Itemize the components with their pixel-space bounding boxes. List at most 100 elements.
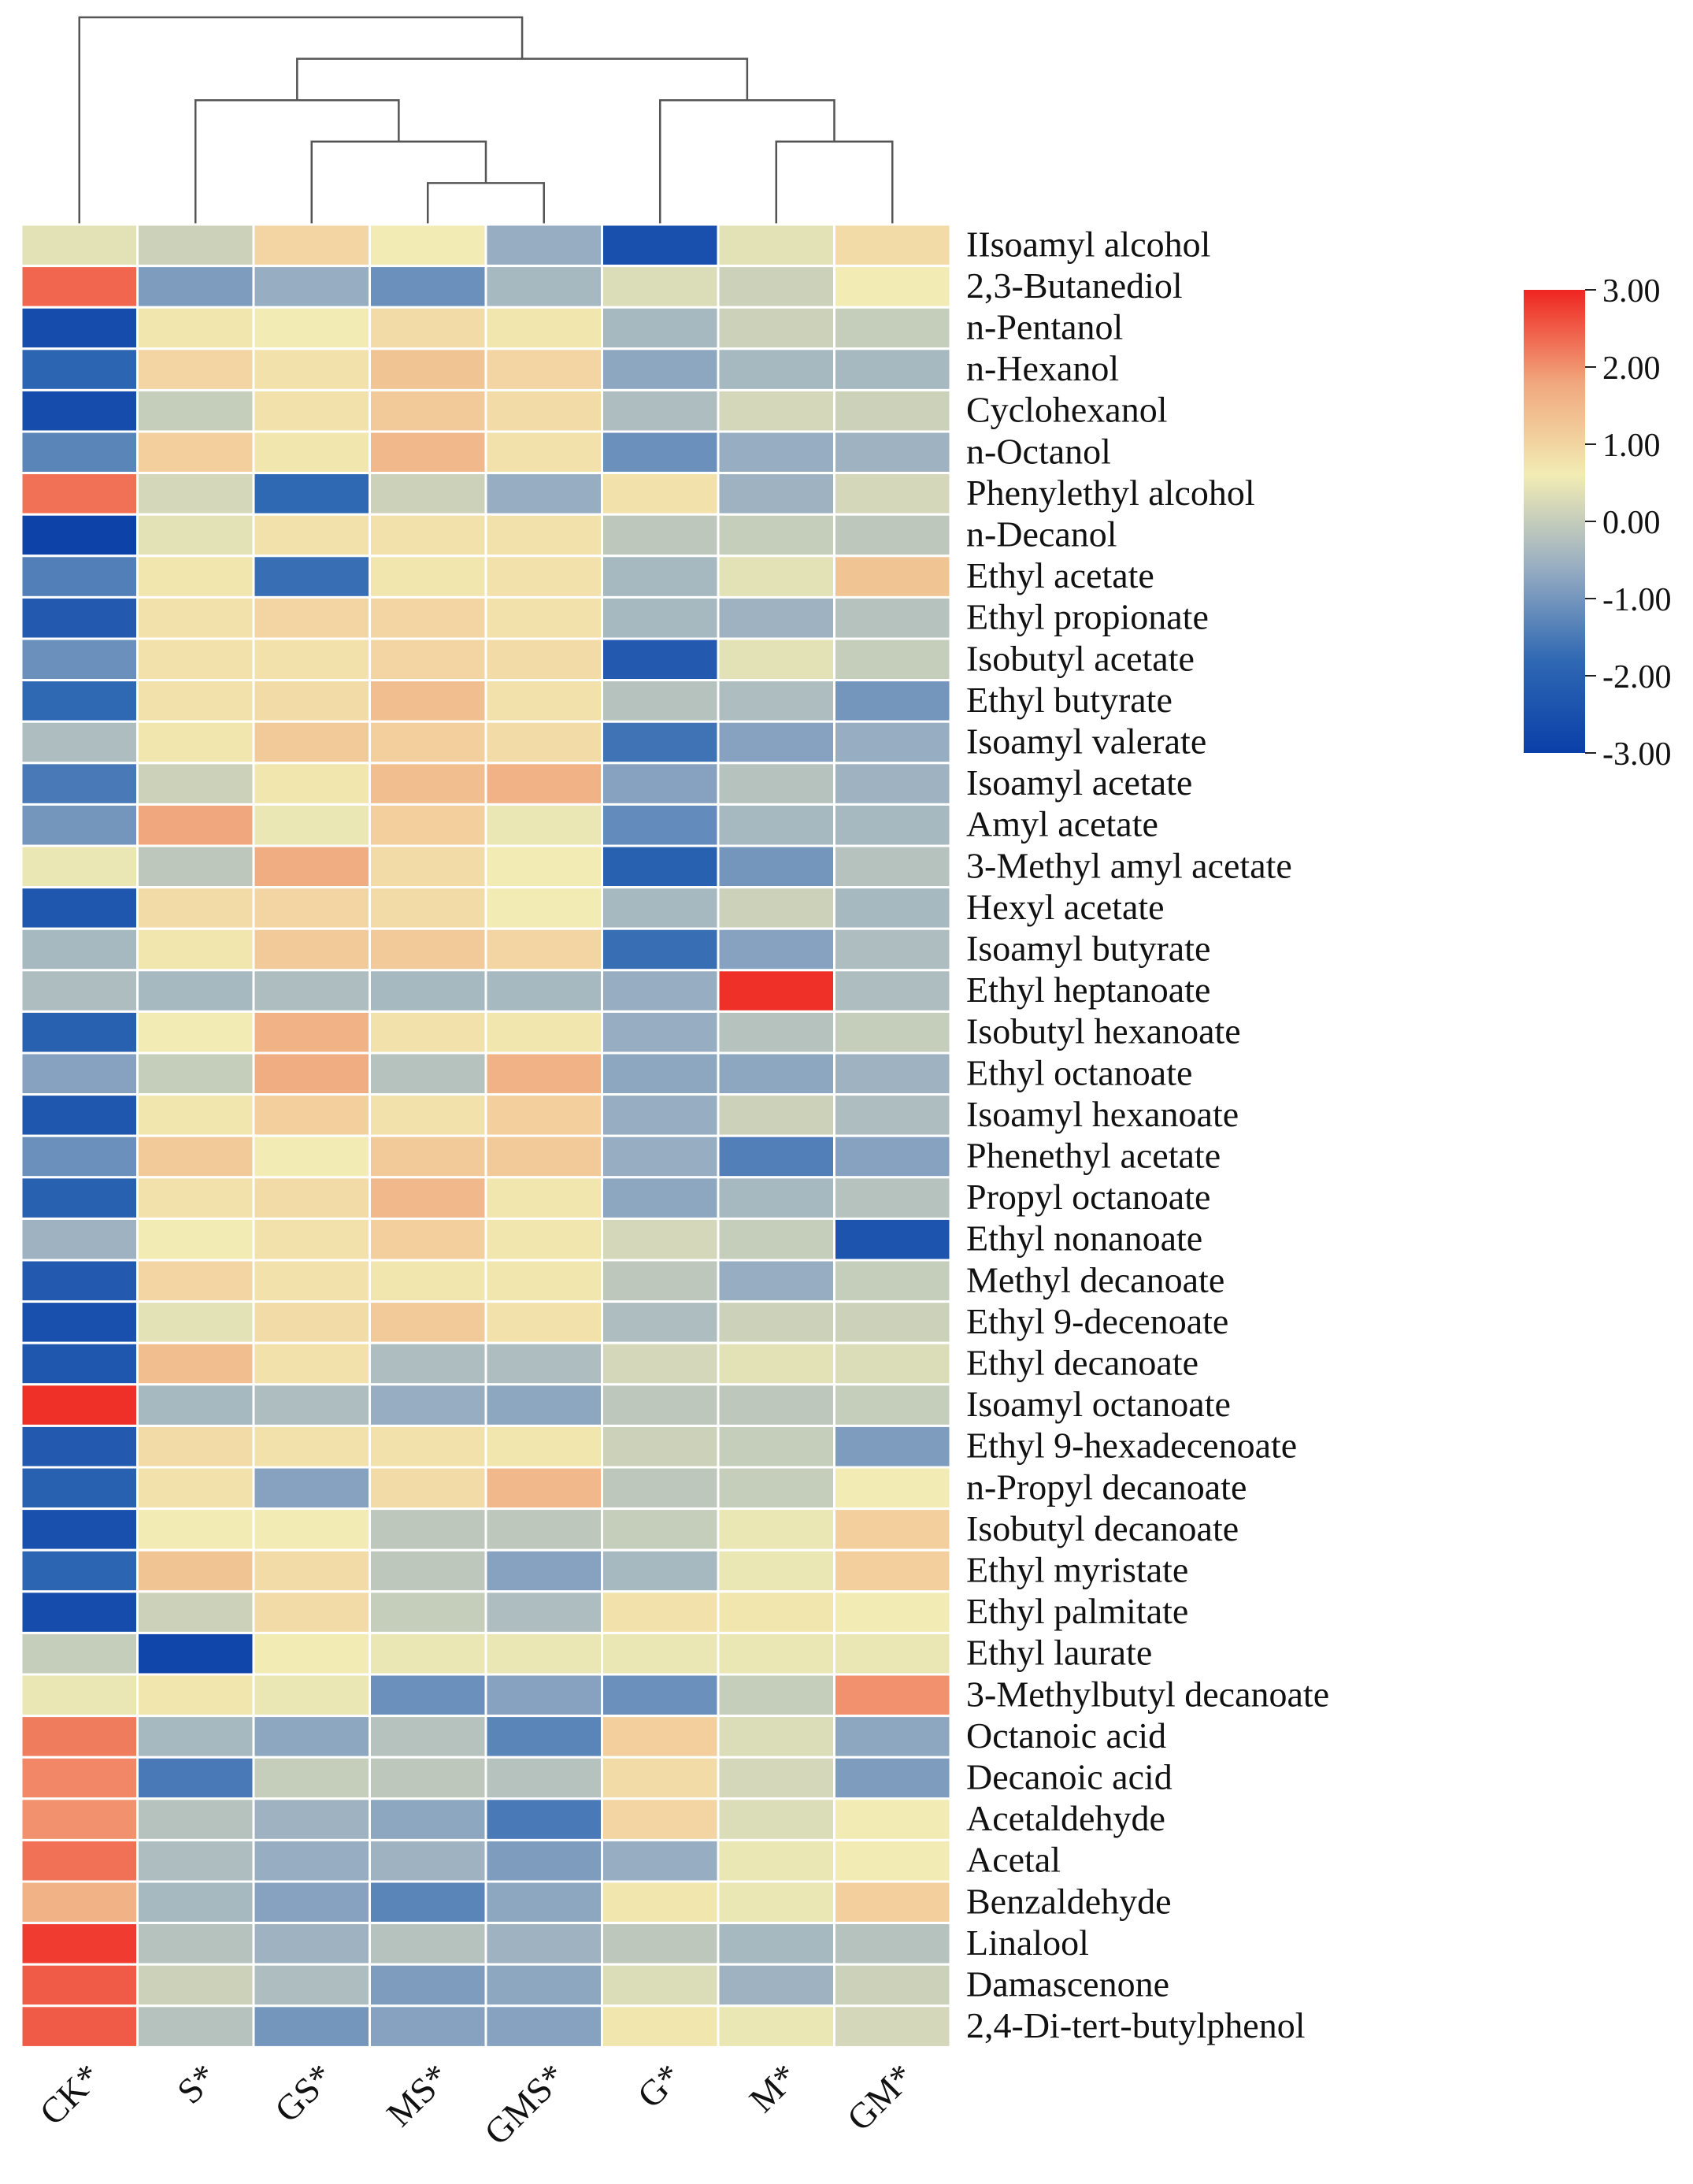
heatmap-cell xyxy=(484,1715,603,1759)
heatmap-cell xyxy=(369,1880,487,1925)
heatmap-cell xyxy=(136,679,255,723)
heatmap-cell xyxy=(20,720,139,765)
heatmap-cell xyxy=(601,1715,720,1759)
heatmap-cell xyxy=(252,1217,371,1262)
heatmap-cell xyxy=(369,1922,487,1966)
heatmap-cell xyxy=(484,1134,603,1179)
heatmap-cell xyxy=(601,265,720,309)
column-label: S* xyxy=(169,2056,224,2111)
heatmap-cell xyxy=(484,306,603,350)
heatmap-cell xyxy=(136,2004,255,2049)
row-label: Linalool xyxy=(966,1923,1089,1963)
heatmap-cell xyxy=(369,679,487,723)
heatmap-cell xyxy=(20,1631,139,1676)
heatmap-cell xyxy=(369,1466,487,1511)
heatmap-cell xyxy=(369,223,487,268)
row-label: Ethyl nonanoate xyxy=(966,1218,1202,1259)
row-label: n-Hexanol xyxy=(966,348,1119,388)
heatmap-cell xyxy=(484,1880,603,1925)
heatmap-cell xyxy=(717,1424,835,1469)
heatmap-cell xyxy=(601,513,720,558)
heatmap-cell xyxy=(833,1134,952,1179)
heatmap-cell xyxy=(717,1838,835,1883)
heatmap-cell xyxy=(369,886,487,930)
heatmap-cell xyxy=(833,637,952,682)
heatmap-cell xyxy=(136,430,255,475)
heatmap-cell xyxy=(252,388,371,433)
colorbar-tick-label: 3.00 xyxy=(1602,273,1661,310)
heatmap-cell xyxy=(484,927,603,972)
heatmap-cell xyxy=(252,679,371,723)
heatmap-cell xyxy=(369,720,487,765)
heatmap-cell xyxy=(601,1756,720,1800)
heatmap-cell xyxy=(717,969,835,1013)
heatmap-cell xyxy=(252,513,371,558)
heatmap-cell xyxy=(484,969,603,1013)
heatmap-cell xyxy=(833,472,952,516)
heatmap-cell xyxy=(20,1507,139,1552)
heatmap-cell xyxy=(20,388,139,433)
heatmap-cell xyxy=(136,1548,255,1593)
heatmap-cell xyxy=(252,1673,371,1718)
heatmap-cell xyxy=(369,472,487,516)
heatmap-cell xyxy=(136,1466,255,1511)
column-label: MS* xyxy=(379,2056,457,2134)
heatmap-cell xyxy=(833,1715,952,1759)
row-label: Ethyl palmitate xyxy=(966,1591,1188,1631)
heatmap-cell xyxy=(601,1631,720,1676)
heatmap-cell xyxy=(484,472,603,516)
heatmap-cell xyxy=(20,1797,139,1841)
heatmap-cell xyxy=(369,265,487,309)
heatmap-cell xyxy=(717,1466,835,1511)
row-label: Acetaldehyde xyxy=(966,1798,1165,1838)
column-label: GMS* xyxy=(476,2056,573,2152)
row-label: Isoamyl acetate xyxy=(966,762,1192,803)
heatmap-cell xyxy=(369,1341,487,1386)
heatmap-cell xyxy=(833,513,952,558)
row-label: Propyl octanoate xyxy=(966,1177,1210,1217)
heatmap-cell xyxy=(136,1880,255,1925)
row-label: n-Propyl decanoate xyxy=(966,1467,1247,1507)
heatmap-cell xyxy=(601,472,720,516)
heatmap-cell xyxy=(20,1300,139,1344)
heatmap-cell xyxy=(20,637,139,682)
column-dendrogram xyxy=(78,16,894,224)
heatmap-cell xyxy=(252,1383,371,1427)
heatmap-cell xyxy=(136,388,255,433)
row-label: Ethyl heptanoate xyxy=(966,970,1210,1010)
dendrogram-branch xyxy=(659,98,835,224)
heatmap-cell xyxy=(20,1673,139,1718)
heatmap-cell xyxy=(717,1217,835,1262)
heatmap-cell xyxy=(252,1259,371,1303)
heatmap-cell xyxy=(20,2004,139,2049)
heatmap-cell xyxy=(136,265,255,309)
heatmap-cell xyxy=(601,347,720,391)
heatmap-cell xyxy=(484,347,603,391)
heatmap-cell xyxy=(601,1424,720,1469)
heatmap-cell xyxy=(20,430,139,475)
row-label: Phenethyl acetate xyxy=(966,1136,1221,1176)
heatmap-cell xyxy=(717,1051,835,1096)
heatmap-cell xyxy=(484,1176,603,1220)
heatmap-cell xyxy=(484,1756,603,1800)
heatmap-cell xyxy=(369,1631,487,1676)
row-label: 3-Methyl amyl acetate xyxy=(966,845,1292,885)
heatmap-cell xyxy=(369,1424,487,1469)
heatmap-cell xyxy=(369,1134,487,1179)
heatmap-cell xyxy=(20,803,139,847)
heatmap-cell xyxy=(717,844,835,889)
heatmap-cell xyxy=(369,1756,487,1800)
heatmap-cell xyxy=(136,306,255,350)
heatmap-cell xyxy=(20,265,139,309)
row-label: Damascenone xyxy=(966,1964,1169,2004)
heatmap-cell xyxy=(484,595,603,640)
heatmap-cell xyxy=(252,1590,371,1634)
heatmap-cell xyxy=(136,1217,255,1262)
heatmap-cell xyxy=(136,347,255,391)
heatmap-cell xyxy=(252,1424,371,1469)
row-label: Ethyl butyrate xyxy=(966,680,1173,720)
heatmap-cell xyxy=(136,1631,255,1676)
heatmap-cell xyxy=(833,886,952,930)
heatmap-cell xyxy=(601,1259,720,1303)
heatmap-cell xyxy=(601,1051,720,1096)
